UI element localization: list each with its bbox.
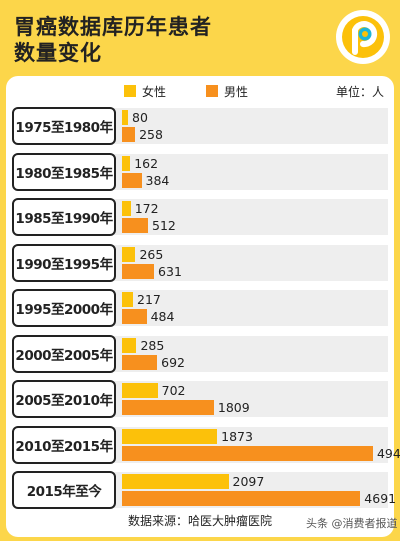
value-label-female: 285 (140, 337, 165, 353)
bar-male (122, 263, 155, 279)
bar-male (122, 127, 136, 142)
value-label-male: 258 (139, 127, 163, 142)
category-label: 2015年至今 (12, 471, 116, 509)
value-label-male: 4691 (364, 491, 397, 506)
watermark: 头条 @消费者报道 (306, 517, 398, 530)
bar-female (122, 110, 128, 125)
bar-male (122, 491, 361, 506)
bar-male (122, 400, 214, 415)
unit-label: 单位：人 (335, 85, 384, 99)
category-label: 1985至1990年 (12, 198, 116, 236)
value-label-male: 631 (158, 263, 182, 279)
page-title: 胃癌数据库历年患者 数量变化 (14, 15, 212, 65)
legend-female-label: 女性 (142, 85, 167, 99)
value-label-female: 2097 (232, 474, 265, 489)
category-label: 1995至2000年 (12, 289, 116, 327)
row-track (114, 199, 388, 235)
value-label-female: 80 (132, 110, 148, 125)
chart-legend: 女性 男性 (0, 82, 400, 100)
bar-female (122, 383, 158, 398)
value-label-male: 484 (150, 309, 175, 324)
value-label-male: 4940 (376, 445, 400, 461)
data-source: 数据来源：哈医大肿瘤医院 (128, 514, 273, 528)
brand-logo-icon (336, 10, 390, 64)
bar-male (122, 218, 148, 233)
bar-female (122, 155, 131, 171)
category-label: 1980至1985年 (12, 152, 116, 191)
category-label: 2010至2015年 (12, 425, 116, 464)
legend-male-swatch (206, 85, 218, 97)
value-label-male: 692 (161, 354, 185, 370)
value-label-female: 162 (134, 155, 159, 171)
row-track (114, 290, 388, 326)
value-label-female: 265 (139, 246, 164, 262)
row-track (114, 335, 388, 372)
bar-male (122, 354, 158, 370)
bar-female (122, 337, 137, 353)
value-label-female: 172 (134, 201, 159, 216)
bar-female (122, 428, 218, 444)
value-label-female: 217 (137, 292, 161, 307)
category-label: 1990至1995年 (12, 243, 116, 282)
value-label-male: 512 (152, 218, 176, 233)
value-label-male: 1809 (217, 400, 250, 415)
row-track (114, 153, 388, 190)
category-label: 2000至2005年 (12, 334, 116, 373)
bar-female (122, 201, 131, 216)
row-track (114, 108, 388, 144)
bar-female (122, 292, 134, 307)
category-label: 2005至2010年 (12, 380, 116, 418)
bar-male (122, 445, 373, 461)
value-label-female: 1873 (221, 428, 253, 444)
legend-female-swatch (124, 85, 136, 97)
row-track (114, 244, 388, 281)
value-label-male: 384 (145, 172, 170, 188)
bar-male (122, 172, 142, 188)
value-label-female: 702 (161, 383, 186, 398)
bar-male (122, 309, 147, 324)
bar-female (122, 474, 229, 489)
bar-female (122, 246, 136, 262)
category-label: 1975至1980年 (12, 107, 116, 145)
legend-male-label: 男性 (224, 85, 249, 99)
